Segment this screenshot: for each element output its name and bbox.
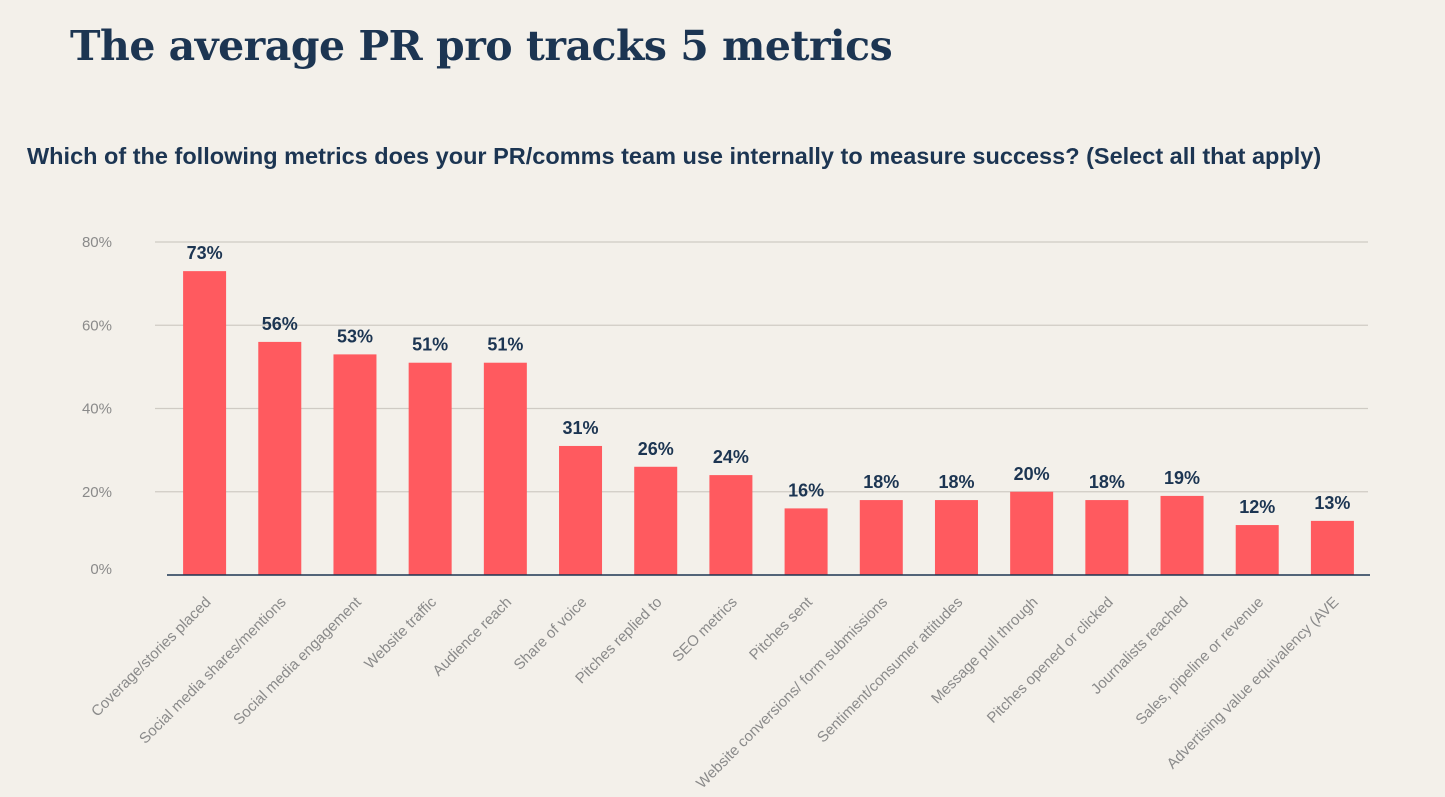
x-category-label: Share of voice [511, 594, 591, 674]
bar [784, 508, 828, 575]
data-label: 56% [262, 314, 298, 334]
bar [483, 362, 527, 575]
data-label: 18% [938, 472, 974, 492]
data-label: 31% [563, 418, 599, 438]
y-tick-label: 40% [82, 401, 112, 418]
x-category-label: Sentiment/consumer attitudes [814, 594, 966, 746]
y-tick-label: 60% [82, 317, 112, 334]
data-label: 26% [638, 439, 674, 459]
y-tick-label: 0% [90, 561, 112, 578]
x-category-label: SEO metrics [669, 594, 741, 666]
bar [709, 475, 753, 575]
x-category-label: Advertising value equivalency (AVE [1164, 594, 1343, 773]
x-category-label: Coverage/stories placed [88, 594, 214, 720]
y-axis-ticks: 0% 20% 40% 60% 80% [82, 234, 112, 578]
bar [1010, 491, 1054, 575]
bar [1310, 520, 1354, 575]
x-category-label: Pitches sent [746, 593, 816, 663]
data-label: 24% [713, 447, 749, 467]
data-label: 13% [1314, 493, 1350, 513]
page-title: The average PR pro tracks 5 metrics [70, 22, 893, 70]
data-label: 12% [1239, 497, 1275, 517]
x-category-label: Sales, pipeline or revenue [1132, 594, 1267, 729]
bars [183, 271, 1354, 575]
data-label: 51% [412, 335, 448, 355]
bar [559, 445, 603, 575]
x-category-label: Website traffic [361, 593, 440, 672]
x-category-label: Pitches opened or clicked [984, 594, 1117, 727]
y-tick-label: 80% [82, 234, 112, 251]
bar [1235, 525, 1279, 575]
bar [934, 500, 978, 575]
chart-subtitle: Which of the following metrics does your… [27, 143, 1322, 169]
data-label: 73% [187, 243, 223, 263]
x-category-label: Audience reach [429, 594, 515, 680]
x-category-label: Social media engagement [230, 593, 365, 728]
bar [1085, 500, 1129, 575]
data-label: 19% [1164, 468, 1200, 488]
bar [258, 341, 302, 575]
data-label: 18% [1089, 472, 1125, 492]
bar [634, 466, 678, 575]
bar [333, 354, 377, 575]
y-tick-label: 20% [82, 484, 112, 501]
bar [183, 271, 227, 575]
data-label: 18% [863, 472, 899, 492]
x-category-label: Social media shares/mentions [136, 594, 290, 748]
bar [1160, 495, 1204, 575]
data-labels: 73% 56% 53% 51% 51% 31% 26% 24% 16% 18% 18% 20% 18% 1… [187, 243, 1351, 517]
data-label: 16% [788, 480, 824, 500]
data-label: 53% [337, 326, 373, 346]
data-label: 20% [1014, 464, 1050, 484]
bar [408, 362, 452, 575]
data-label: 51% [487, 335, 523, 355]
bar [859, 500, 903, 575]
